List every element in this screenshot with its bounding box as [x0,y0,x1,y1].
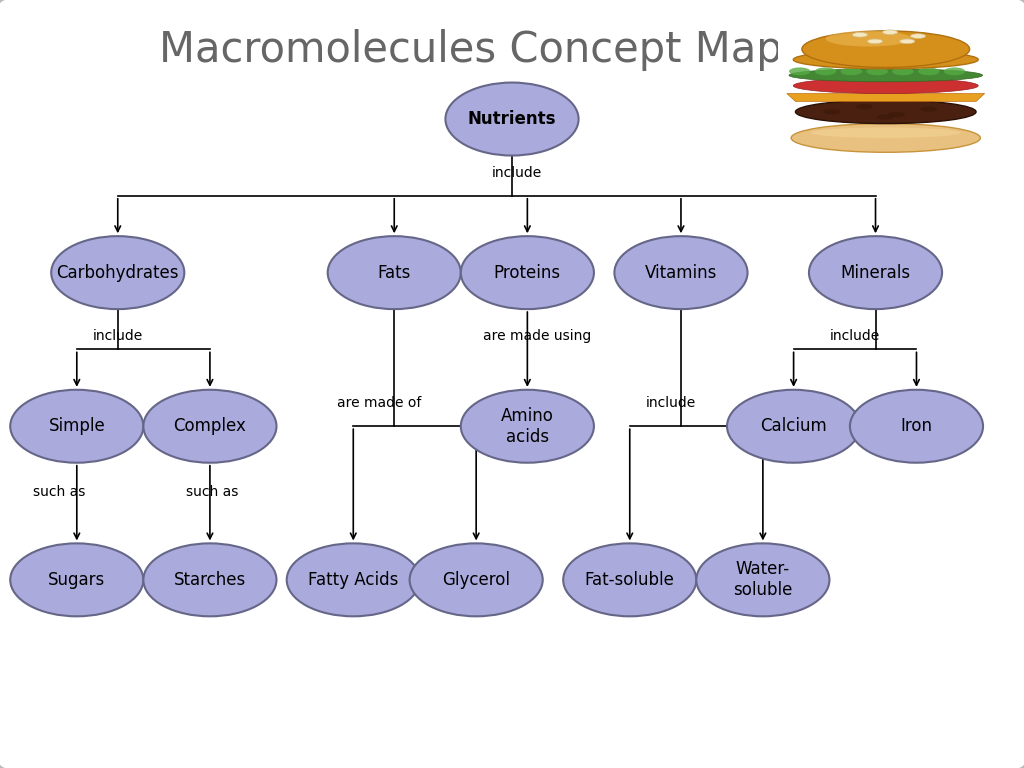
Ellipse shape [792,124,980,152]
Text: such as: such as [185,485,239,498]
Ellipse shape [867,39,883,44]
Ellipse shape [892,68,913,75]
Ellipse shape [563,544,696,616]
Ellipse shape [811,127,961,138]
Ellipse shape [794,51,978,68]
Text: Calcium: Calcium [760,417,827,435]
Ellipse shape [461,390,594,462]
FancyBboxPatch shape [778,23,993,154]
Text: Iron: Iron [900,417,933,435]
Ellipse shape [445,82,579,155]
Ellipse shape [878,114,894,120]
Ellipse shape [796,100,976,124]
Ellipse shape [921,107,937,112]
Polygon shape [786,94,985,101]
Ellipse shape [794,78,978,94]
Text: Simple: Simple [48,417,105,435]
Text: Fatty Acids: Fatty Acids [308,571,398,589]
Ellipse shape [614,237,748,310]
Ellipse shape [788,68,983,81]
Ellipse shape [888,112,905,117]
Ellipse shape [856,104,872,109]
Text: Fat-soluble: Fat-soluble [585,571,675,589]
Text: Nutrients: Nutrients [468,110,556,128]
Ellipse shape [919,68,940,75]
Ellipse shape [461,237,594,310]
Text: are made using: are made using [483,329,592,343]
Ellipse shape [809,237,942,310]
Ellipse shape [143,390,276,462]
Ellipse shape [852,32,867,37]
Ellipse shape [883,30,898,35]
Ellipse shape [823,109,841,114]
Text: Proteins: Proteins [494,263,561,282]
Text: Sugars: Sugars [48,571,105,589]
Text: are made of: are made of [337,396,421,410]
Text: Macromolecules Concept Map: Macromolecules Concept Map [159,29,783,71]
Text: include: include [492,166,543,180]
Ellipse shape [944,68,966,75]
Ellipse shape [841,68,862,75]
Ellipse shape [410,544,543,616]
Text: Vitamins: Vitamins [645,263,717,282]
Text: Water-
soluble: Water- soluble [733,561,793,599]
Ellipse shape [727,390,860,462]
Ellipse shape [10,544,143,616]
Ellipse shape [900,39,914,44]
Ellipse shape [802,31,970,68]
Text: Fats: Fats [378,263,411,282]
Text: Starches: Starches [174,571,246,589]
Ellipse shape [696,544,829,616]
Text: Amino
acids: Amino acids [501,407,554,445]
Ellipse shape [910,34,926,38]
Ellipse shape [850,390,983,462]
Ellipse shape [790,68,811,75]
Ellipse shape [825,31,911,47]
Text: Carbohydrates: Carbohydrates [56,263,179,282]
Ellipse shape [51,237,184,310]
Text: such as: such as [33,485,86,498]
Text: Complex: Complex [173,417,247,435]
Ellipse shape [287,544,420,616]
Ellipse shape [328,237,461,310]
Text: include: include [829,329,881,343]
Ellipse shape [815,68,837,75]
Text: include: include [645,396,696,410]
Ellipse shape [10,390,143,462]
Text: include: include [92,329,143,343]
Text: Minerals: Minerals [841,263,910,282]
Ellipse shape [143,544,276,616]
Text: Glycerol: Glycerol [442,571,510,589]
Ellipse shape [866,68,888,75]
